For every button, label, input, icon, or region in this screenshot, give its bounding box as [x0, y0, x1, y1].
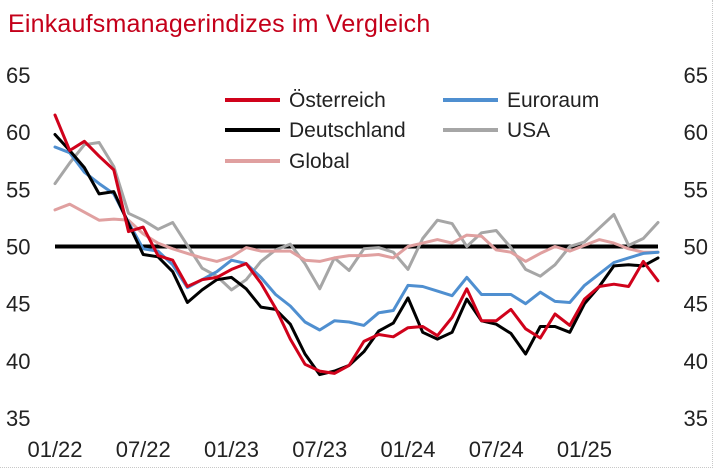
- y-tick-label-right: 40: [684, 349, 708, 374]
- chart-title: Einkaufsmanagerindizes im Vergleich: [8, 10, 431, 38]
- x-tick-label: 01/24: [380, 437, 435, 462]
- legend-label: USA: [507, 119, 550, 142]
- series-line-usa: [53, 141, 660, 292]
- x-tick-label: 01/25: [557, 437, 612, 462]
- y-tick-label-right: 55: [684, 177, 708, 202]
- legend: Österreich Euroraum Deutschland USA Global: [225, 89, 599, 173]
- y-tick-label-left: 40: [6, 349, 30, 374]
- y-tick-label-right: 60: [684, 120, 708, 145]
- y-tick-label-right: 50: [684, 235, 708, 260]
- y-tick-label-right: 35: [684, 406, 708, 431]
- x-tick-label: 01/23: [204, 437, 259, 462]
- series-line-oesterreich: [53, 113, 660, 375]
- y-tick-label-left: 60: [6, 120, 30, 145]
- legend-label: Österreich: [289, 89, 386, 112]
- x-tick-label: 01/22: [27, 437, 82, 462]
- series-line-deutschland: [53, 133, 660, 377]
- legend-item-euroraum: Euroraum: [443, 89, 599, 112]
- legend-label: Euroraum: [507, 89, 599, 112]
- legend-item-deutschland: Deutschland: [225, 119, 406, 142]
- series-layer: [53, 113, 660, 377]
- y-tick-label-left: 45: [6, 292, 30, 317]
- legend-item-global: Global: [225, 150, 350, 173]
- legend-label: Deutschland: [289, 119, 406, 142]
- y-tick-label-left: 55: [6, 177, 30, 202]
- y-tick-label-right: 65: [684, 63, 708, 88]
- series-line-global: [53, 202, 660, 263]
- y-axis-right: 35 40 45 50 55 60 65: [684, 63, 708, 431]
- legend-item-oesterreich: Österreich: [225, 89, 386, 112]
- y-tick-label-left: 50: [6, 235, 30, 260]
- y-axis-left: 35 40 45 50 55 60 65: [6, 63, 30, 431]
- y-tick-label-right: 45: [684, 292, 708, 317]
- legend-item-usa: USA: [443, 119, 550, 142]
- x-tick-label: 07/24: [469, 437, 524, 462]
- x-axis: 01/22 07/22 01/23 07/23 01/24 07/24 01/25: [27, 437, 612, 462]
- x-tick-label: 07/23: [292, 437, 347, 462]
- y-tick-label-left: 65: [6, 63, 30, 88]
- x-tick-label: 07/22: [116, 437, 171, 462]
- y-tick-label-left: 35: [6, 406, 30, 431]
- legend-label: Global: [289, 150, 350, 173]
- series-line-euroraum: [53, 145, 660, 332]
